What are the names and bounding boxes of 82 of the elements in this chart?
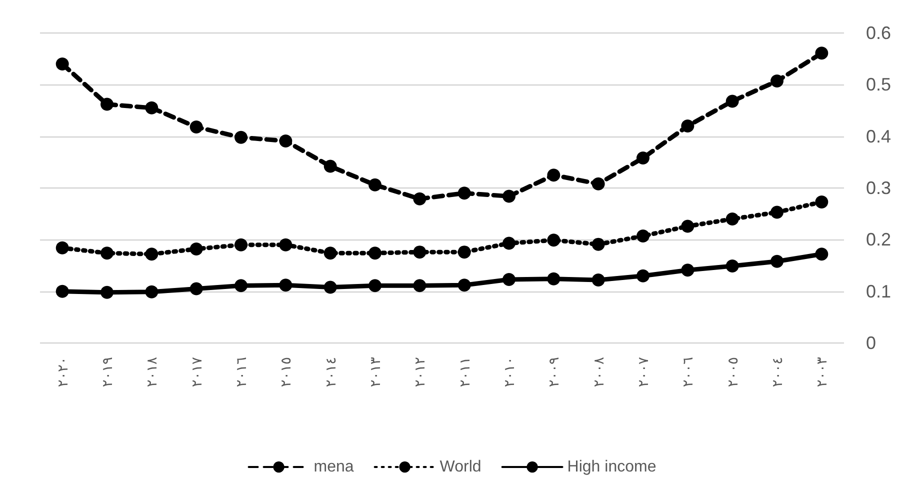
point <box>279 134 292 148</box>
x-tick-label: ٢٠٠٩ <box>546 357 562 388</box>
point <box>726 212 739 226</box>
point <box>681 120 694 132</box>
point <box>279 278 292 292</box>
x-tick-label: ٢٠٠٦ <box>680 357 696 388</box>
point <box>636 230 650 243</box>
point <box>56 58 69 70</box>
point <box>234 238 248 252</box>
point <box>770 74 784 88</box>
point <box>636 152 650 165</box>
point <box>234 279 248 292</box>
y-tick-label: 0.3 <box>866 178 892 198</box>
x-tick-label: ٢٠١٣ <box>367 356 383 388</box>
x-tick-label: ٢٠٠٤ <box>769 357 785 388</box>
point <box>56 241 69 254</box>
point <box>279 238 292 252</box>
point <box>458 278 471 292</box>
y-tick-label: 0 <box>866 333 876 353</box>
x-tick-label: ٢٠٠٨ <box>590 356 606 388</box>
point <box>770 206 784 219</box>
y-tick-label: 0.2 <box>866 230 892 250</box>
point <box>368 178 382 192</box>
x-tick-label: ٢٠١٠ <box>501 357 517 388</box>
point <box>458 246 471 259</box>
point <box>815 195 828 208</box>
legend-label: High income <box>567 458 656 476</box>
point <box>547 234 560 247</box>
x-tick-label: ٢٠٠٧ <box>635 356 651 388</box>
legend-label: World <box>440 458 482 476</box>
point <box>592 238 605 251</box>
point <box>726 94 739 108</box>
point <box>681 220 694 233</box>
point <box>100 98 114 111</box>
y-tick-label: 0.5 <box>866 74 892 95</box>
point <box>502 236 516 250</box>
x-tick-label: ٢٠٠٣ <box>814 356 830 388</box>
x-tick-label: ٢٠١٦ <box>233 357 249 388</box>
x-tick-label: ٢٠١٥ <box>278 357 294 388</box>
y-tick-label: 0.1 <box>866 281 892 302</box>
legend-label: mena <box>314 458 354 476</box>
y-tick-label: 0.4 <box>866 126 892 146</box>
point <box>190 120 203 134</box>
x-tick-label: ٢٠١٢ <box>412 357 428 388</box>
point <box>592 177 605 190</box>
point <box>324 246 337 260</box>
point <box>145 248 158 261</box>
point <box>770 254 784 268</box>
point <box>636 269 650 282</box>
point <box>681 264 694 277</box>
point <box>368 246 382 260</box>
point <box>190 282 203 296</box>
point <box>413 192 426 206</box>
point <box>368 279 382 292</box>
x-tick-label: ٢٠١٩ <box>99 357 115 388</box>
point <box>815 46 828 60</box>
point <box>592 273 605 286</box>
point <box>324 280 337 294</box>
point <box>190 242 203 256</box>
point <box>502 190 516 203</box>
x-tick-label: ٢٠١٨ <box>144 356 160 388</box>
x-tick-label: ٢٠٠٥ <box>724 357 740 388</box>
point <box>234 130 248 144</box>
point <box>458 186 471 200</box>
point <box>100 286 114 299</box>
point <box>413 279 426 292</box>
y-tick-label: 0.6 <box>866 23 892 43</box>
point <box>413 246 426 259</box>
point <box>56 284 69 298</box>
point <box>726 260 739 273</box>
point <box>815 248 828 261</box>
x-tick-label: ٢٠٢٠ <box>54 357 70 388</box>
point <box>145 101 158 114</box>
x-tick-label: ٢٠١١ <box>456 357 472 388</box>
point <box>547 168 560 182</box>
point <box>502 272 516 286</box>
point <box>324 160 337 173</box>
x-tick-label: ٢٠١٧ <box>188 356 204 388</box>
point <box>100 246 114 260</box>
point <box>547 272 560 286</box>
point <box>145 285 158 298</box>
x-tick-label: ٢٠١٤ <box>322 357 338 388</box>
